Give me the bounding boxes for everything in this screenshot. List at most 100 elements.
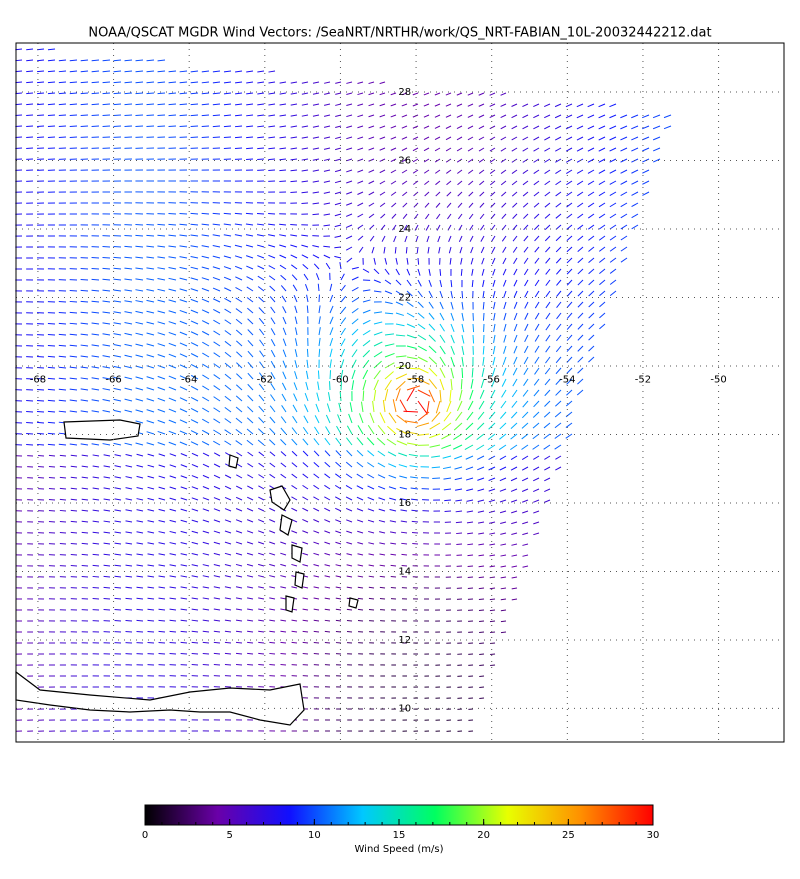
wind-vector — [59, 82, 66, 83]
wind-vector — [303, 264, 308, 269]
wind-vector — [202, 278, 209, 280]
wind-vector — [236, 542, 242, 544]
wind-vector — [363, 300, 370, 302]
wind-vector — [369, 137, 374, 139]
wind-vector — [523, 203, 528, 207]
wind-vector — [214, 408, 220, 412]
wind-vector — [490, 148, 495, 151]
wind-vector — [137, 565, 143, 566]
wind-vector — [235, 245, 242, 247]
wind-vector — [413, 159, 418, 162]
wind-vector — [493, 280, 495, 287]
wind-vector — [125, 71, 132, 72]
wind-vector — [357, 137, 363, 139]
wind-vector — [490, 170, 495, 174]
wind-vector — [413, 93, 418, 95]
wind-vector — [534, 401, 539, 407]
wind-vector — [257, 148, 264, 149]
wind-vector — [467, 522, 473, 523]
wind-vector — [449, 247, 451, 253]
wind-vector — [103, 290, 110, 291]
wind-vector — [291, 497, 297, 500]
wind-vector — [257, 104, 264, 105]
wind-vector — [115, 510, 121, 511]
wind-vector — [489, 533, 495, 534]
wind-vector — [368, 497, 374, 500]
wind-vector — [214, 542, 220, 544]
wind-vector — [181, 465, 187, 467]
wind-vector — [225, 486, 231, 489]
wind-vector — [82, 565, 88, 566]
wind-vector — [557, 291, 561, 297]
wind-vector — [282, 405, 286, 412]
wind-vector — [280, 82, 286, 83]
wind-vector — [312, 246, 319, 247]
wind-vector — [224, 256, 231, 258]
wind-vector — [588, 236, 594, 240]
wind-vector — [620, 148, 627, 151]
wind-vector — [136, 60, 143, 61]
wind-vector — [512, 126, 517, 129]
wind-vector — [325, 451, 330, 456]
wind-vector — [346, 485, 352, 489]
wind-vector — [458, 203, 462, 208]
wind-vector — [493, 291, 495, 298]
wind-vector — [104, 587, 110, 588]
wind-vector — [259, 318, 264, 324]
wind-vector — [567, 313, 572, 319]
wind-vector — [599, 280, 605, 285]
wind-vector — [391, 565, 396, 566]
wind-vector — [391, 159, 396, 162]
wind-vector — [258, 587, 264, 588]
wind-vector — [59, 334, 66, 335]
wind-vector — [158, 376, 165, 379]
wind-vector — [503, 247, 506, 253]
wind-vector — [115, 609, 121, 610]
wind-vector — [500, 522, 506, 524]
wind-vector — [395, 247, 396, 253]
lon-label: -68 — [30, 375, 46, 386]
wind-vector — [192, 498, 198, 500]
wind-vector — [533, 500, 539, 502]
wind-vector — [158, 443, 165, 445]
wind-vector — [324, 181, 330, 182]
wind-vector — [588, 357, 594, 362]
wind-vector — [191, 386, 198, 390]
wind-vector — [535, 324, 539, 330]
wind-vector — [268, 224, 275, 225]
wind-vector — [436, 203, 440, 208]
wind-vector — [82, 477, 88, 478]
wind-vector — [247, 642, 253, 643]
wind-vector — [37, 126, 44, 127]
wind-vector — [181, 631, 187, 632]
wind-vector — [577, 126, 583, 129]
wind-vector — [59, 367, 66, 368]
wind-vector — [203, 631, 209, 632]
wind-vector — [621, 236, 627, 240]
wind-vector — [325, 620, 330, 621]
wind-vector — [135, 279, 143, 280]
wind-vector — [303, 631, 308, 632]
wind-vector — [37, 71, 44, 72]
wind-vector — [544, 456, 550, 459]
wind-vector — [26, 126, 33, 127]
wind-vector — [545, 379, 550, 385]
wind-vector — [283, 339, 286, 346]
wind-vector — [180, 71, 187, 72]
wind-vector — [137, 510, 143, 511]
wind-vector — [269, 653, 275, 654]
wind-vector — [192, 453, 198, 456]
wind-vector — [225, 542, 231, 544]
wind-vector — [170, 531, 176, 533]
wind-vector — [103, 257, 110, 258]
wind-vector — [70, 104, 77, 105]
wind-vector — [191, 213, 198, 214]
wind-vector — [48, 71, 55, 72]
wind-vector — [148, 576, 154, 577]
wind-vector — [512, 566, 517, 567]
wind-vector — [314, 264, 319, 269]
wind-vector — [534, 379, 539, 385]
wind-vector — [235, 137, 242, 138]
wind-vector — [578, 236, 583, 240]
wind-vector — [158, 300, 165, 302]
